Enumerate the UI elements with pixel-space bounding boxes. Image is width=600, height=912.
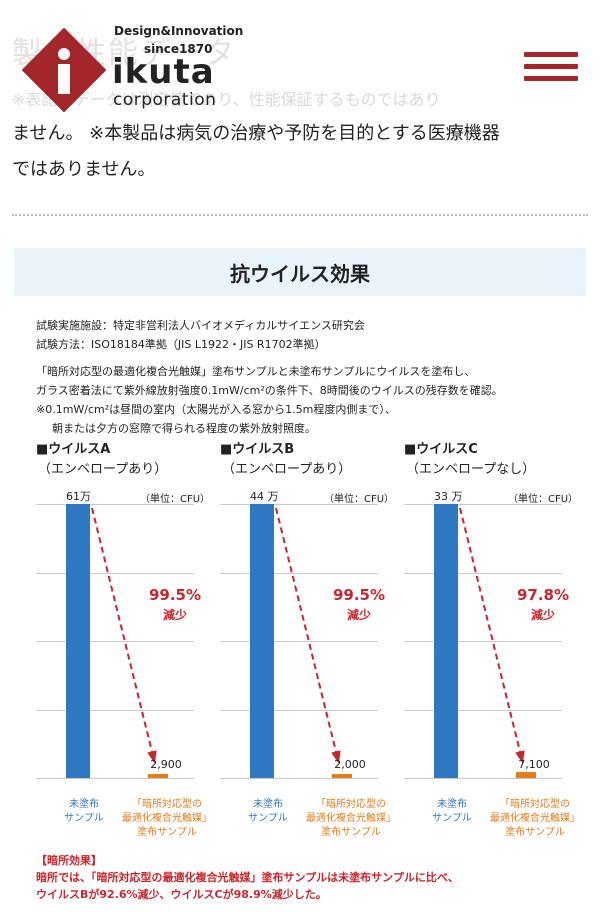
logo-sub: corporation [113, 90, 217, 110]
treated-bar [516, 772, 536, 778]
treated-value-label: 2,900 [150, 758, 182, 771]
ikuta-logo[interactable]: Design&Innovation since1870 ikuta corpor… [22, 24, 243, 114]
note-line: ウイルスBが92.6%減少、ウイルスCが98.9%減少した。 [36, 888, 327, 901]
treated-value-label: 2,000 [334, 758, 366, 771]
treated-value-label: 7,100 [518, 758, 550, 771]
method-line: ガラス密着法にて紫外線放射強度0.1mW/cm²の条件下、8時間後のウイルスの残… [36, 384, 503, 397]
reduction-percent: 99.5% [332, 586, 386, 604]
menu-bar-icon [524, 52, 578, 57]
reduction-arrow-line [91, 507, 155, 761]
antiviral-effect-panel: 抗ウイルス効果 試験実施施設：特定非営利法人バイオメディカルサイエンス研究会 試… [14, 248, 586, 908]
logo-tagline: Design&Innovation [114, 24, 244, 38]
untreated-value-label: 61万 [66, 490, 91, 503]
reduction-percent: 97.8% [516, 586, 570, 604]
reduction-percent: 99.5% [148, 586, 202, 604]
method-line: 試験方法：ISO18184準拠（JIS L1922・JIS R1702準拠） [36, 338, 326, 351]
section-note-faded: ※表記のデータは測定値であり、性能保証するものではあり [12, 90, 441, 109]
chart-subtitle: （エンベロープあり） [222, 462, 352, 477]
disclaimer-line: ません。 ※本製品は病気の治療や予防を目的とする医療機器 [12, 123, 500, 144]
dark-effect-note: 【暗所効果】 暗所では、「暗所対応型の最適化複合光触媒」塗布サンプルは未塗布サン… [36, 852, 459, 903]
menu-bar-icon [524, 76, 578, 81]
reduction-arrowhead-icon [147, 750, 157, 764]
untreated-bar [250, 504, 274, 778]
logo-diamond-icon [22, 28, 106, 112]
untreated-category-label: 未塗布 サンプル [432, 799, 472, 824]
chart-title: ■ウイルスC [404, 442, 478, 457]
dotted-divider [12, 214, 588, 216]
treated-category-label: 「暗所対応型の 最適化複合光触媒」 塗布サンプル [122, 799, 212, 838]
untreated-bar [66, 504, 90, 778]
reduction-arrowhead-icon [331, 750, 341, 764]
treated-bar [148, 774, 168, 778]
logo-since: since1870 [144, 42, 213, 56]
bar-chart-svg [220, 504, 378, 779]
chart-title: ■ウイルスA [36, 442, 111, 457]
chart-title: ■ウイルスB [220, 442, 295, 457]
panel-title: 抗ウイルス効果 [230, 262, 370, 286]
untreated-bar [434, 504, 458, 778]
method-line: ※0.1mW/cm²は昼間の室内（太陽光が入る窓から1.5m程度内側まで）、 [36, 403, 396, 416]
disclaimer-text: ません。 ※本製品は病気の治療や予防を目的とする医療機器 ではありません。 [12, 116, 590, 188]
chart-virus-a: ■ウイルスA （エンベロープあり） 61万 （単位：CFU） 99.5% 減少 … [36, 438, 216, 838]
treated-category-label: 「暗所対応型の 最適化複合光触媒」 塗布サンプル [306, 799, 396, 838]
reduction-arrow-line [459, 507, 523, 761]
reduction-label: 減少 [530, 608, 555, 622]
treated-bar [332, 774, 352, 778]
disclaimer-line: ではありません。 [12, 159, 156, 180]
panel-header [14, 248, 586, 296]
reduction-label: 減少 [346, 608, 371, 622]
unit-label: （単位：CFU） [508, 494, 579, 505]
unit-label: （単位：CFU） [140, 494, 211, 505]
note-line: 暗所では、「暗所対応型の最適化複合光触媒」塗布サンプルは未塗布サンプルに比べ、 [36, 871, 459, 884]
untreated-category-label: 未塗布 サンプル [64, 799, 104, 824]
method-line: 「暗所対応型の最適化複合光触媒」塗布サンプルと未塗布サンプルにウイルスを塗布し、 [36, 365, 476, 378]
reduction-label: 減少 [162, 608, 187, 622]
reduction-arrowhead-icon [515, 750, 525, 764]
bar-chart-svg [36, 504, 194, 779]
untreated-category-label: 未塗布 サンプル [248, 799, 288, 824]
untreated-value-label: 33 万 [434, 490, 463, 503]
treated-category-label: 「暗所対応型の 最適化複合光触媒」 塗布サンプル [490, 799, 580, 838]
menu-bar-icon [524, 64, 578, 69]
chart-virus-b: ■ウイルスB （エンベロープあり） 44 万 （単位：CFU） 99.5% 減少… [220, 438, 400, 838]
chart-subtitle: （エンベロープあり） [38, 462, 168, 477]
method-line: 試験実施施設：特定非営利法人バイオメディカルサイエンス研究会 [36, 319, 365, 332]
chart-subtitle: （エンベロープなし） [406, 462, 536, 477]
note-line: 【暗所効果】 [36, 854, 102, 867]
untreated-value-label: 44 万 [250, 490, 279, 503]
bar-chart-svg [404, 504, 562, 779]
test-method-text: 試験実施施設：特定非営利法人バイオメディカルサイエンス研究会 試験方法：ISO1… [36, 316, 503, 438]
chart-virus-c: ■ウイルスC （エンベロープなし） 33 万 （単位：CFU） 97.8% 減少… [404, 438, 584, 838]
logo-name: ikuta [112, 52, 215, 92]
reduction-arrow-line [275, 507, 339, 761]
hamburger-menu-button[interactable] [524, 52, 578, 88]
unit-label: （単位：CFU） [324, 494, 395, 505]
method-line: 朝または夕方の窓際で得られる程度の紫外放射照度。 [52, 422, 316, 435]
